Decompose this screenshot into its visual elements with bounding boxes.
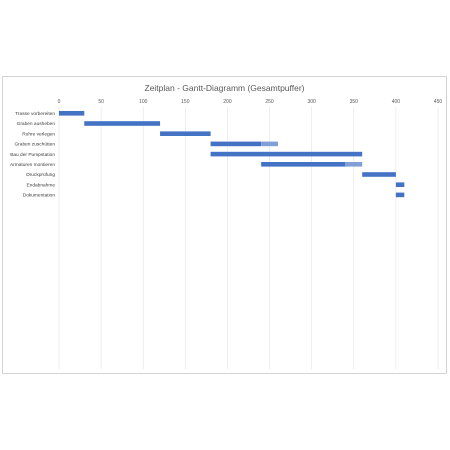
- x-tick-label-9: 450: [434, 99, 443, 105]
- x-tick-label-0: 0: [58, 99, 61, 105]
- x-tick-label-7: 350: [350, 99, 359, 105]
- gantt-chart: 0 50 100 150 200 250 300 350 400 450 Trasse vorber…: [10, 99, 443, 369]
- x-tick-label-3: 150: [181, 99, 190, 105]
- buffer-bar-5: [345, 162, 363, 167]
- category-label-0: Trasse vorbereiten: [15, 111, 55, 117]
- category-label-8: Dokumentation: [23, 193, 56, 199]
- duration-bar-1: [84, 121, 161, 126]
- duration-bar-6: [362, 172, 396, 177]
- duration-bar-8: [395, 192, 405, 198]
- category-label-3: Graben zuschütten: [14, 142, 55, 148]
- category-label-5: Armaturen montieren: [10, 162, 55, 168]
- duration-bar-5: [261, 162, 346, 167]
- category-label-7: Endabnahme: [26, 182, 55, 188]
- x-tick-label-6: 300: [307, 99, 316, 105]
- duration-bar-4: [210, 151, 363, 157]
- chart-frame: Zeitplan - Gantt-Diagramm (Gesamtpuffer)…: [2, 76, 447, 374]
- category-label-1: Graben ausheben: [17, 121, 56, 127]
- x-tick-label-2: 100: [139, 99, 148, 105]
- x-tick-label-5: 250: [265, 99, 274, 105]
- x-tick-label-4: 200: [223, 99, 232, 105]
- category-label-2: Rohre verlegen: [22, 131, 55, 137]
- buffer-bar-3: [261, 141, 278, 147]
- x-tick-label-8: 400: [392, 99, 401, 105]
- category-label-4: Bau der Pumpstation: [10, 152, 55, 158]
- duration-bar-0: [59, 111, 85, 116]
- chart-title: Zeitplan - Gantt-Diagramm (Gesamtpuffer): [144, 83, 305, 93]
- duration-bar-7: [395, 182, 405, 187]
- duration-bar-2: [160, 131, 211, 136]
- category-label-6: Druckprüfung: [26, 172, 55, 178]
- duration-bar-3: [210, 141, 262, 147]
- x-tick-label-1: 50: [98, 99, 104, 105]
